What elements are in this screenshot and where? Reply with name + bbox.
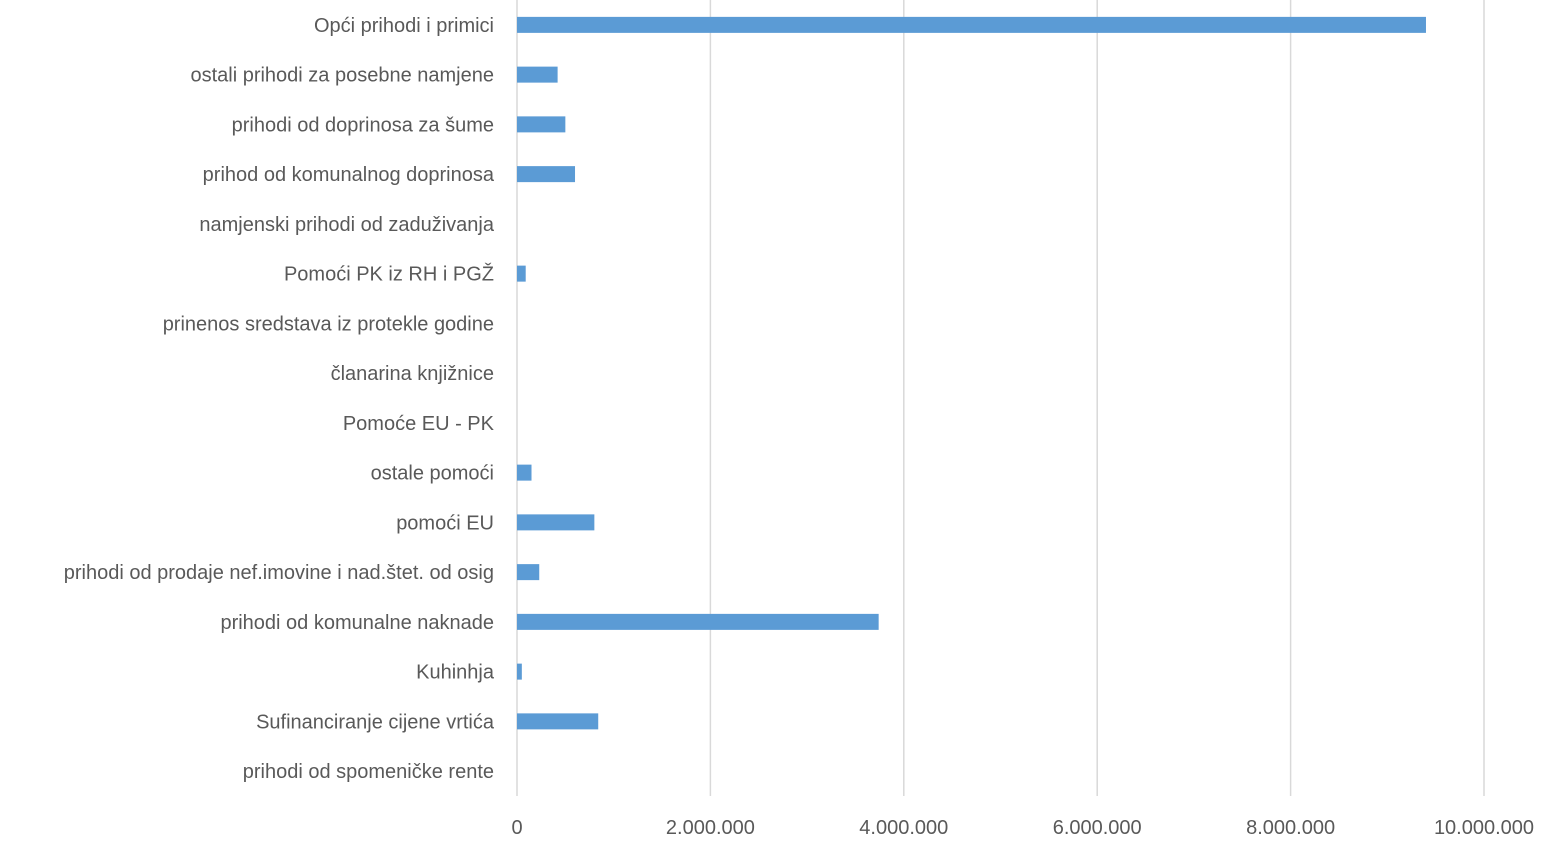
x-tick-label: 4.000.000: [859, 817, 948, 839]
x-tick-label: 2.000.000: [666, 817, 755, 839]
category-label: ostali prihodi za posebne namjene: [190, 65, 494, 87]
category-label: članarina knjižnice: [331, 363, 494, 385]
x-axis-tick-labels: 0 2.000.000 4.000.000 6.000.000 8.000.000 10.…: [511, 817, 1534, 839]
category-label: prihodi od spomeničke rente: [243, 761, 494, 783]
gridlines: [516, 0, 1485, 796]
category-label: Opći prihodi i primici: [314, 15, 494, 37]
bar: [517, 66, 558, 83]
category-label: prihodi od komunalne naknade: [220, 612, 494, 634]
category-label: Pomoće EU - PK: [343, 413, 495, 435]
category-labels: Opći prihodi i primici ostali prihodi za …: [64, 15, 495, 783]
category-label: pomoći EU: [396, 512, 494, 534]
bar: [517, 564, 540, 581]
x-tick-label: 6.000.000: [1053, 817, 1142, 839]
bar: [517, 613, 879, 630]
bar: [517, 265, 526, 282]
bar: [517, 514, 595, 531]
category-label: Kuhinhja: [416, 662, 495, 684]
category-label: prinenos sredstava iz protekle godine: [163, 313, 494, 335]
bar: [517, 663, 522, 680]
category-label: prihodi od doprinosa za šume: [232, 114, 494, 136]
bar: [517, 464, 532, 481]
category-label: ostale pomoći: [371, 463, 494, 485]
bars: [517, 16, 1426, 730]
x-tick-label: 8.000.000: [1246, 817, 1335, 839]
bar: [517, 166, 576, 183]
category-label: Pomoći PK iz RH i PGŽ: [284, 263, 494, 286]
x-tick-label: 0: [511, 817, 522, 839]
category-label: prihod od komunalnog doprinosa: [203, 164, 495, 186]
category-label: prihodi od prodaje nef.imovine i nad.šte…: [64, 562, 494, 584]
x-tick-label: 10.000.000: [1434, 817, 1534, 839]
category-label: namjenski prihodi od zaduživanja: [199, 214, 494, 236]
bar: [517, 713, 599, 730]
bar: [517, 116, 566, 133]
bar: [517, 16, 1426, 33]
category-label: Sufinanciranje cijene vrtića: [256, 711, 495, 733]
